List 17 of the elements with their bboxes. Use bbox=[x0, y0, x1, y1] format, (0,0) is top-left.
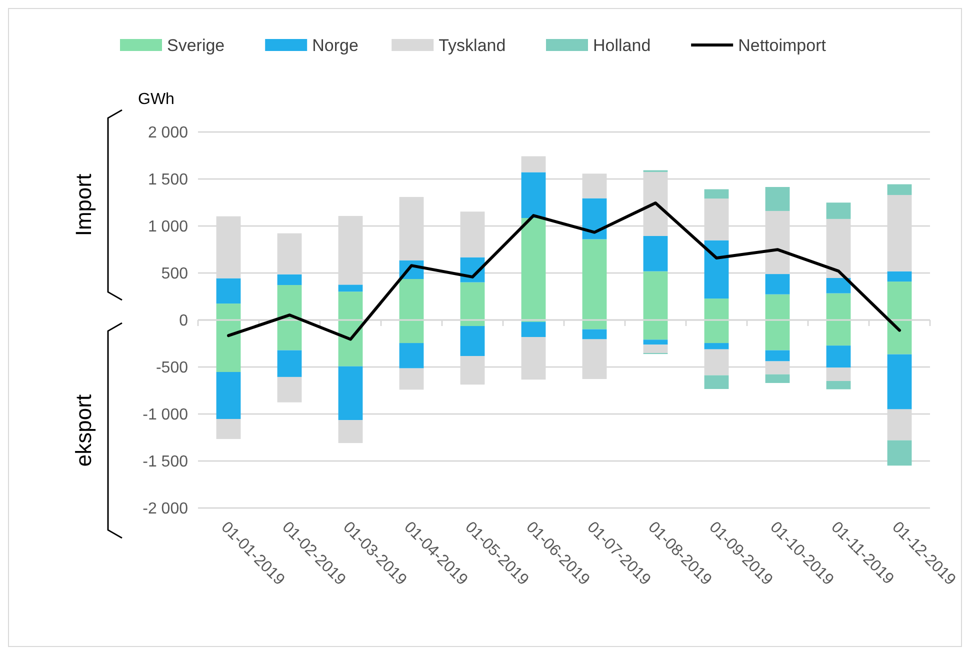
legend-label: Nettoimport bbox=[738, 36, 826, 55]
y-axis-title: GWh bbox=[138, 91, 174, 108]
legend-label: Tyskland bbox=[438, 36, 506, 55]
y-tick-label: 0 bbox=[179, 312, 188, 330]
y-tick-label: -500 bbox=[156, 360, 188, 377]
legend-label: Norge bbox=[312, 36, 358, 55]
y-tick-label: 1 500 bbox=[148, 172, 188, 189]
legend-label: Sverige bbox=[167, 36, 225, 55]
y-tick-label: 2 000 bbox=[148, 124, 188, 142]
text: eksport bbox=[71, 394, 96, 467]
y-tick-label: 500 bbox=[161, 266, 188, 283]
y-tick-label: 1 000 bbox=[148, 218, 188, 236]
y-tick-label: -1 000 bbox=[142, 406, 188, 424]
text: Import bbox=[71, 174, 96, 236]
legend-label: Holland bbox=[593, 36, 651, 55]
y-tick-label: -1 500 bbox=[142, 454, 188, 471]
y-tick-label: -2 000 bbox=[142, 500, 188, 518]
